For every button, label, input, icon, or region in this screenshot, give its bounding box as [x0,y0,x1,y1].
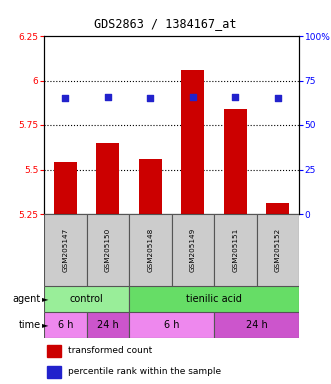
Point [105,93,111,99]
Bar [171,214,214,286]
Point [148,95,153,101]
Text: GDS2863 / 1384167_at: GDS2863 / 1384167_at [94,17,237,30]
Bar [223,109,247,214]
Text: GSM205151: GSM205151 [232,228,238,272]
Text: agent: agent [13,294,41,304]
Text: time: time [19,320,41,330]
Bar [86,214,129,286]
Bar [129,214,171,286]
Bar [214,214,257,286]
Bar [139,159,162,214]
Text: GSM205148: GSM205148 [147,228,153,272]
Point [63,95,68,101]
Text: control: control [70,294,103,304]
Point [233,93,238,99]
Text: GSM205149: GSM205149 [190,228,196,272]
Text: ►: ► [42,321,49,329]
Bar [96,143,119,214]
Bar [47,345,61,357]
Bar [44,214,86,286]
Point [190,93,195,99]
Text: 24 h: 24 h [246,320,267,330]
Bar [54,162,77,214]
Bar [86,312,129,338]
Bar [47,366,61,378]
Bar [129,312,214,338]
Bar [129,286,299,312]
Bar [266,203,289,214]
Text: transformed count: transformed count [68,346,153,356]
Point [275,95,280,101]
Text: ►: ► [42,295,49,303]
Bar [44,286,129,312]
Text: GSM205150: GSM205150 [105,228,111,272]
Bar [214,312,299,338]
Bar [44,312,86,338]
Text: percentile rank within the sample: percentile rank within the sample [68,367,221,376]
Text: 6 h: 6 h [164,320,179,330]
Text: 6 h: 6 h [58,320,73,330]
Bar [181,70,205,214]
Text: GSM205147: GSM205147 [62,228,68,272]
Text: GSM205152: GSM205152 [275,228,281,272]
Text: tienilic acid: tienilic acid [186,294,242,304]
Bar [257,214,299,286]
Text: 24 h: 24 h [97,320,118,330]
